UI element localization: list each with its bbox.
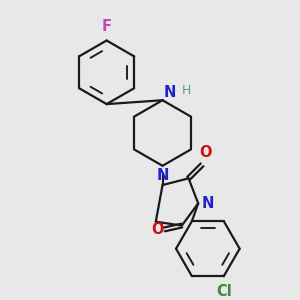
Text: Cl: Cl — [216, 284, 232, 299]
Text: O: O — [152, 222, 164, 237]
Text: H: H — [182, 84, 191, 97]
Text: N: N — [156, 168, 169, 183]
Text: N: N — [202, 196, 214, 211]
Text: N: N — [164, 85, 176, 100]
Text: O: O — [200, 145, 212, 160]
Text: F: F — [102, 19, 112, 34]
